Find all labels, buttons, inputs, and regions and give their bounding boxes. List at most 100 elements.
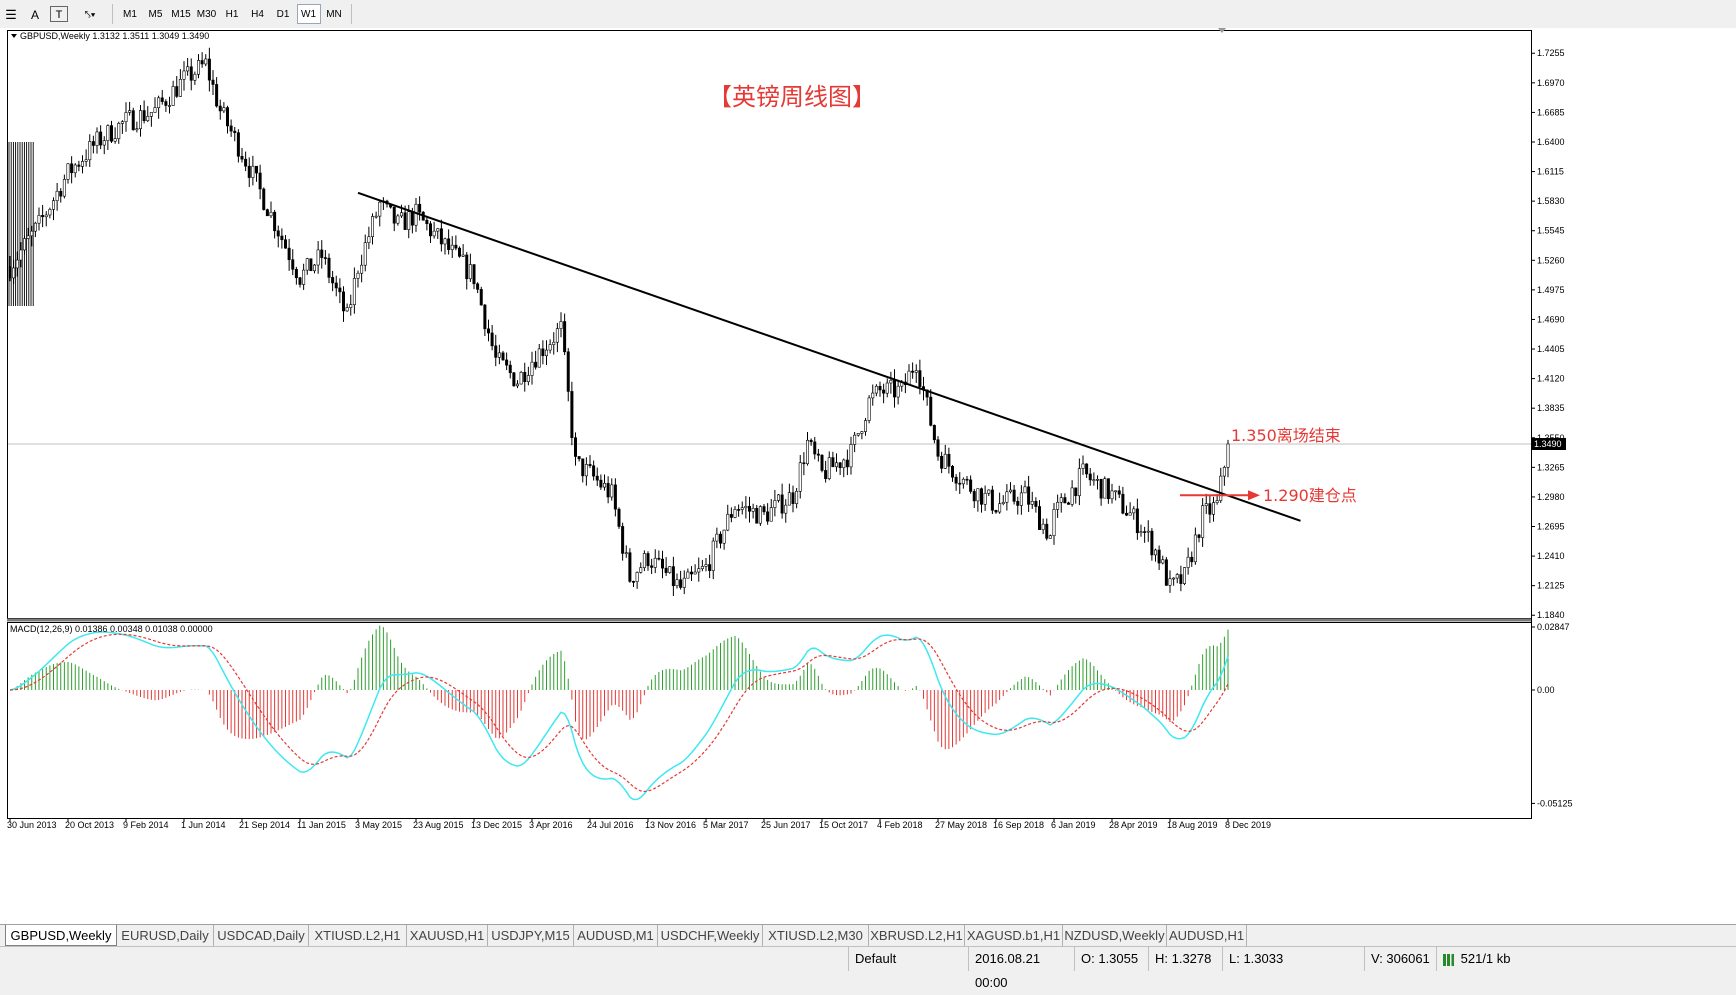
crosshair-icon[interactable]: ☰ — [5, 7, 17, 22]
candle-body — [1161, 559, 1165, 564]
tab-xtiusd-l2-m30[interactable]: XTIUSD.L2,M30 — [763, 925, 869, 946]
candle-body — [856, 433, 860, 436]
candle-body — [816, 453, 820, 456]
timeframe-button-m30[interactable]: M30 — [196, 9, 217, 20]
candle-body — [269, 211, 273, 217]
timeframe-button-h4[interactable]: H4 — [251, 9, 264, 20]
candle-body — [186, 66, 190, 72]
candle-body — [399, 212, 403, 217]
chart-window[interactable]: 1.350离场结束 1.290建仓点 1.7255 1.6970 1.6685 1.64… — [0, 28, 1736, 924]
price-tick-label: 1.4690 — [1537, 314, 1565, 324]
candle-body — [592, 465, 596, 477]
timeframe-toolbar: ☰ A T ⤣▾ M1 M5 M15 M30 H1 H4 D1 W1 MN — [0, 0, 1736, 29]
candle-body — [374, 215, 378, 218]
status-datetime: 2016.08.21 00:00 — [968, 947, 1074, 990]
time-tick-label: 25 Jun 2017 — [761, 820, 811, 830]
tab-usdchf-weekly[interactable]: USDCHF,Weekly — [658, 925, 763, 946]
candle-body — [631, 581, 635, 583]
candle-body — [726, 514, 730, 531]
tab-usdjpy-m15[interactable]: USDJPY,M15 — [488, 925, 574, 946]
toolbar-separator — [350, 4, 352, 24]
tab-gbpusd-weekly[interactable]: GBPUSD,Weekly — [5, 925, 117, 946]
price-tick-label: 1.2695 — [1537, 522, 1565, 532]
candle-body — [1168, 578, 1172, 586]
timeframe-button-mn[interactable]: MN — [326, 9, 342, 20]
candle-body — [392, 206, 396, 224]
candle-body — [135, 128, 139, 131]
candle-body — [91, 141, 95, 146]
candle-body — [189, 66, 193, 81]
candle-body — [1016, 501, 1020, 506]
candle-body — [211, 79, 215, 85]
candle-body — [1027, 486, 1031, 505]
candle-body — [1008, 489, 1012, 493]
timeframe-button-d1[interactable]: D1 — [276, 9, 290, 20]
timeframe-button-m1[interactable]: M1 — [123, 9, 137, 20]
price-tick-label: 1.6685 — [1537, 107, 1565, 117]
candle-body — [682, 577, 686, 588]
candle-body — [555, 328, 559, 343]
candle-body — [882, 389, 886, 394]
candle-body — [81, 161, 85, 167]
candle-body — [776, 494, 780, 501]
tab-xbrusd-l2-h1[interactable]: XBRUSD.L2,H1 — [869, 925, 965, 946]
time-tick-label: 13 Nov 2016 — [645, 820, 696, 830]
candle-body — [584, 464, 588, 477]
candle-body — [1190, 556, 1194, 563]
candle-body — [747, 506, 751, 512]
text-icon[interactable]: A — [30, 8, 39, 22]
candle-body — [479, 289, 483, 306]
trendline[interactable] — [357, 191, 1301, 522]
candle-body — [131, 110, 135, 131]
tab-audusd-m1[interactable]: AUDUSD,M1 — [574, 925, 658, 946]
shift-marker-icon[interactable] — [1218, 28, 1226, 33]
tab-audusd-h1[interactable]: AUDUSD,H1 — [1167, 925, 1247, 946]
text-label-icon[interactable]: T — [50, 6, 68, 22]
candle-body — [33, 222, 37, 232]
candle-body — [892, 379, 896, 398]
chart-tabs-bar: GBPUSD,Weekly EURUSD,Daily USDCAD,Daily XTI… — [0, 924, 1736, 947]
timeframe-button-m15[interactable]: M15 — [171, 9, 191, 20]
arrows-dropdown-icon[interactable]: ⤣▾ — [84, 9, 96, 21]
price-chart[interactable]: 1.350离场结束 1.290建仓点 1.7255 1.6970 1.6685 1.64… — [0, 28, 1736, 924]
candle-body — [831, 457, 835, 468]
candle-body — [8, 266, 12, 279]
candle-body — [262, 188, 266, 210]
candle-body — [519, 372, 523, 385]
price-tick-label: 1.6115 — [1537, 167, 1564, 177]
candle-body — [407, 211, 411, 230]
candle-body — [1023, 486, 1027, 494]
candle-body — [1183, 567, 1187, 584]
candle-body — [795, 490, 799, 504]
candle-body — [30, 230, 34, 237]
candle-body — [19, 249, 23, 261]
timeframe-button-w1[interactable]: W1 — [296, 4, 321, 24]
tab-nzdusd-weekly[interactable]: NZDUSD,Weekly — [1063, 925, 1167, 946]
candle-body — [360, 264, 364, 274]
time-tick-label: 4 Feb 2018 — [877, 820, 923, 830]
tab-xagusd-b1-h1[interactable]: XAGUSD.b1,H1 — [965, 925, 1063, 946]
candle-body — [287, 247, 291, 261]
candle-body — [428, 223, 432, 237]
timeframe-button-m5[interactable]: M5 — [148, 9, 163, 20]
candle-body — [987, 489, 991, 494]
candle-body — [113, 138, 117, 142]
timeframe-button-h1[interactable]: H1 — [225, 9, 239, 20]
connection-status-icon[interactable] — [1443, 953, 1457, 966]
candle-body — [461, 254, 465, 257]
tab-xauusd-h1[interactable]: XAUUSD,H1 — [407, 925, 488, 946]
time-tick-label: 5 Mar 2017 — [703, 820, 749, 830]
tab-xtiusd-l2-h1[interactable]: XTIUSD.L2,H1 — [309, 925, 407, 946]
symbol-menu-icon[interactable] — [11, 34, 17, 38]
time-tick-label: 23 Aug 2015 — [413, 820, 464, 830]
tab-usdcad-daily[interactable]: USDCAD,Daily — [214, 925, 309, 946]
time-tick-label: 20 Oct 2013 — [65, 820, 114, 830]
time-tick-label: 16 Sep 2018 — [993, 820, 1044, 830]
candle-body — [867, 397, 871, 421]
tab-eurusd-daily[interactable]: EURUSD,Daily — [117, 925, 214, 946]
candle-body — [37, 215, 41, 224]
candle-body — [229, 125, 233, 132]
candle-body — [432, 230, 436, 237]
time-tick-label: 24 Jul 2016 — [587, 820, 634, 830]
candle-body — [911, 370, 915, 373]
